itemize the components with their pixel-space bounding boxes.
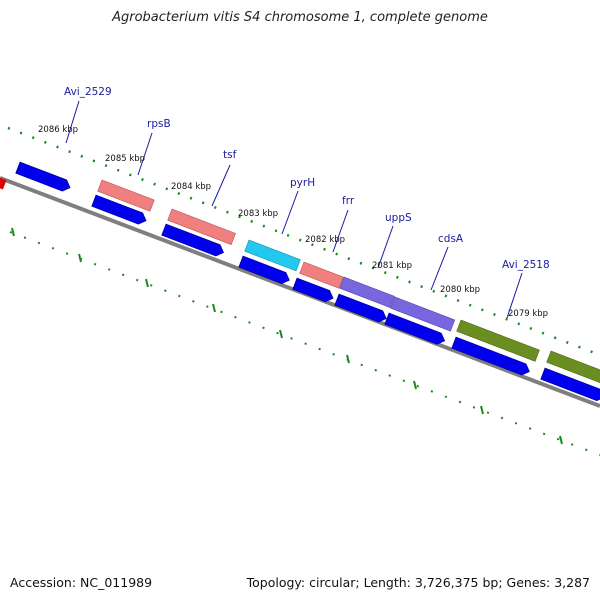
kbp-label: 2080 kbp [440,285,480,295]
gene-label-frr: frr [342,195,355,207]
cds-arrow [238,255,290,285]
gene-bars [97,179,600,385]
kbp-label: 2084 kbp [171,182,211,192]
gene-label-pyrh: pyrH [290,177,315,189]
kbp-label: 2079 kbp [508,309,548,319]
cds-arrow [451,336,530,376]
kbp-label: 2082 kbp [305,235,345,245]
gene-label-avi2518: Avi_2518 [502,259,550,271]
gene-bar-avi2518 [456,319,540,362]
gene-bar-pyrh [244,239,301,272]
gene-label-upps: uppS [385,212,412,224]
gene-bar-next [546,350,600,385]
outer-tick-track [7,126,600,357]
gene-label-cdsa: cdsA [438,233,464,245]
gene-bar-rpsb [97,179,155,212]
topology-text: Topology: circular; Length: 3,726,375 bp… [246,575,590,590]
gene-bar-tsf [167,208,236,245]
kbp-label: 2081 kbp [372,261,412,271]
gene-label-rpsb: rpsB [147,118,171,130]
cds-arrows [15,161,600,402]
gene-label-avi2529: Avi_2529 [64,86,112,98]
edge-feature-mark [0,176,7,190]
cds-arrow [334,293,387,323]
gene-bar-upps [339,276,395,308]
gene-label-tsf: tsf [223,149,237,161]
map-title: Agrobacterium vitis S4 chromosome 1, com… [112,10,488,25]
gene-bar-frr [299,261,344,289]
gene-bar-cdsa [390,296,456,332]
inner-major-ticks [11,227,563,445]
cds-arrow [540,367,600,402]
inner-tick-track [9,231,600,456]
kbp-label: 2085 kbp [105,154,145,164]
gene-label-leaders [65,100,523,319]
cds-arrow [161,223,224,257]
kbp-label: 2086 kbp [38,125,78,135]
kbp-label: 2083 kbp [238,209,278,219]
kbp-labels: 2086 kbp 2085 kbp 2084 kbp 2083 kbp 2082… [38,125,548,319]
cds-arrow [292,277,334,303]
cds-arrow [91,194,147,225]
accession-text: Accession: NC_011989 [10,575,153,590]
cds-arrow [15,161,71,192]
cds-arrow [384,312,446,345]
gene-labels: Avi_2529 rpsB tsf pyrH frr uppS cdsA Avi… [64,86,550,271]
